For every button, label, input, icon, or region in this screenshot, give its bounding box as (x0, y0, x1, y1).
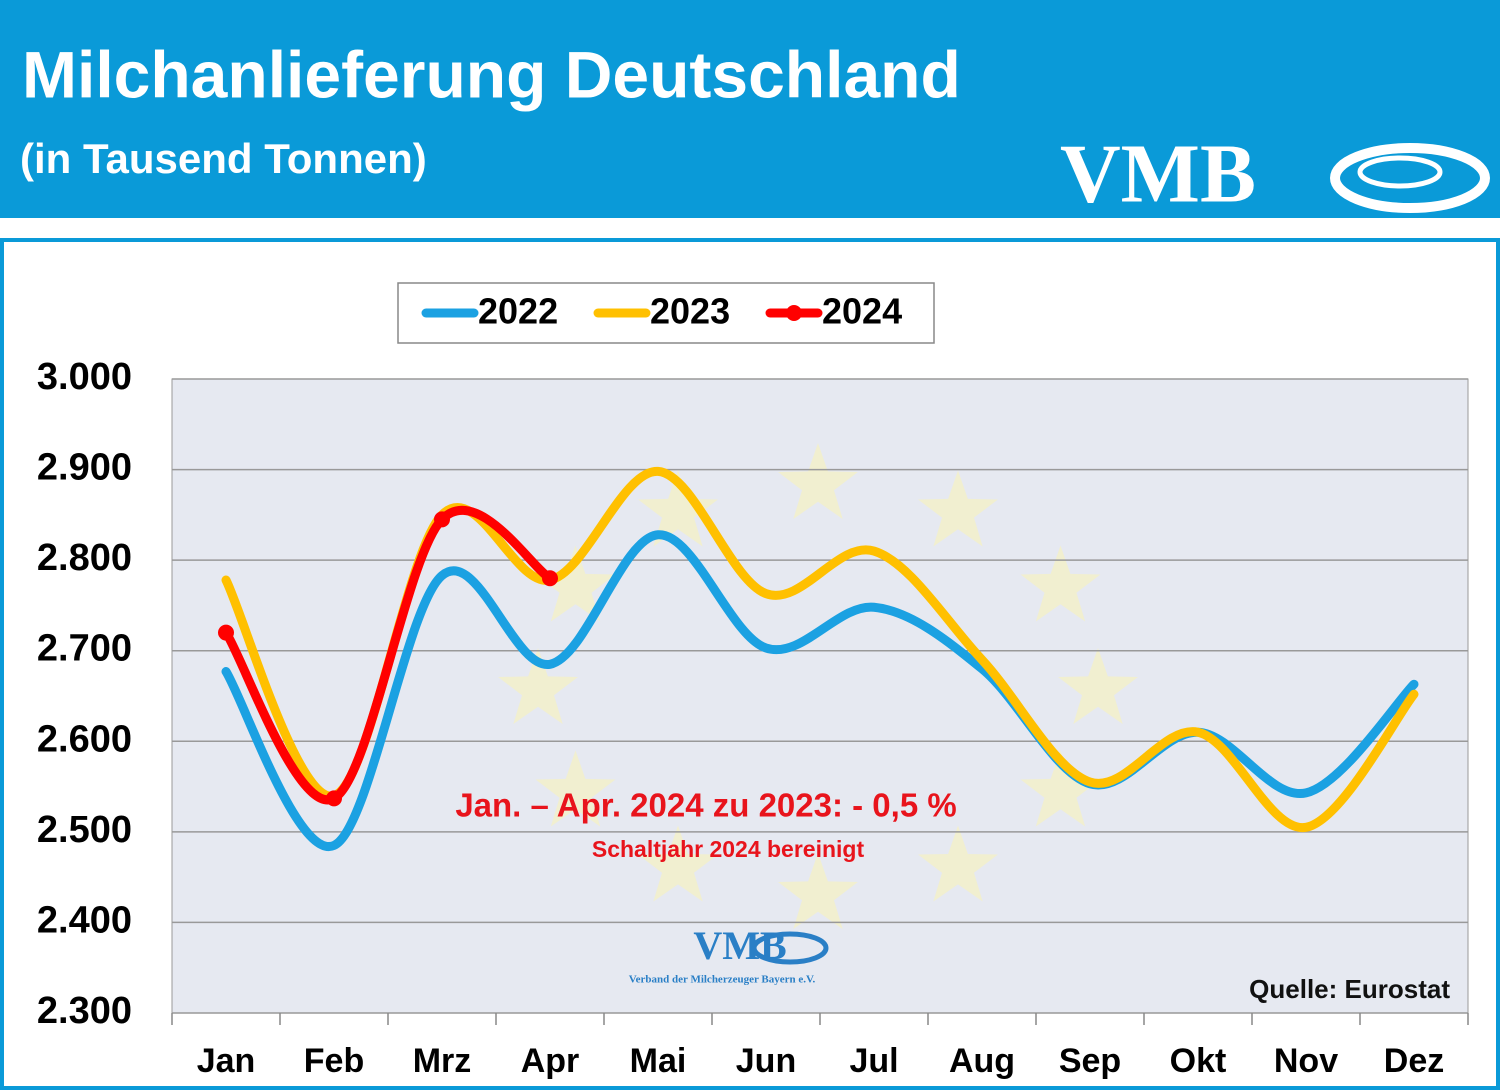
source-note: Quelle: Eurostat (1249, 974, 1450, 1004)
series-marker (326, 790, 342, 807)
x-tick-label: Mrz (413, 1042, 472, 1080)
x-tick-label: Feb (304, 1042, 364, 1080)
y-tick-label: 2.400 (37, 899, 132, 941)
header-bar (0, 0, 1500, 218)
watermark-caption: Verband der Milcherzeuger Bayern e.V. (629, 974, 816, 986)
annotation: Jan. – Apr. 2024 zu 2023: - 0,5 % (455, 787, 956, 824)
background-star (1020, 750, 1101, 827)
y-tick-label: 2.300 (37, 990, 132, 1032)
background-star (638, 825, 718, 902)
legend-label: 2023 (650, 291, 730, 332)
x-tick-label: Aug (949, 1042, 1015, 1080)
background-star (498, 648, 578, 724)
background-star (1058, 648, 1138, 724)
background-star (638, 470, 718, 547)
chart-subtitle: (in Tausend Tonnen) (20, 135, 427, 182)
y-tick-label: 2.900 (37, 447, 132, 489)
background-star (918, 825, 998, 902)
y-tick-label: 3.000 (37, 356, 132, 398)
background-star (1020, 545, 1101, 622)
series-marker (434, 511, 450, 528)
legend-box (397, 282, 935, 344)
logo-swoosh (1357, 155, 1443, 189)
annotation-note: Schaltjahr 2024 bereinigt (592, 836, 865, 862)
legend-label: 2024 (822, 291, 902, 332)
x-tick-label: Apr (521, 1042, 580, 1080)
y-tick-label: 2.800 (37, 537, 132, 579)
x-tick-label: Jun (736, 1042, 796, 1080)
background-star (778, 443, 858, 519)
legend-label: 2022 (478, 291, 558, 332)
chart-title: Milchanlieferung Deutschland (22, 37, 961, 111)
header-logo: VMB (1060, 127, 1256, 220)
x-tick-label: Sep (1059, 1042, 1121, 1080)
x-tick-label: Jul (849, 1042, 898, 1080)
y-tick-label: 2.700 (37, 628, 132, 670)
watermark-swoosh (751, 931, 829, 965)
logo-swoosh (1330, 143, 1490, 213)
legend-marker (786, 305, 802, 321)
x-tick-label: Nov (1274, 1042, 1338, 1080)
x-tick-label: Mai (630, 1042, 687, 1080)
x-tick-label: Dez (1384, 1042, 1444, 1080)
background-star (535, 750, 616, 827)
series-marker (218, 624, 234, 641)
x-tick-label: Okt (1170, 1042, 1227, 1080)
y-tick-label: 2.500 (37, 809, 132, 851)
x-tick-label: Jan (197, 1042, 256, 1080)
series-marker (542, 570, 558, 587)
y-tick-label: 2.600 (37, 718, 132, 760)
background-star (535, 545, 616, 622)
series-line (221, 506, 555, 805)
background-star (918, 470, 998, 547)
background-star (778, 853, 858, 929)
